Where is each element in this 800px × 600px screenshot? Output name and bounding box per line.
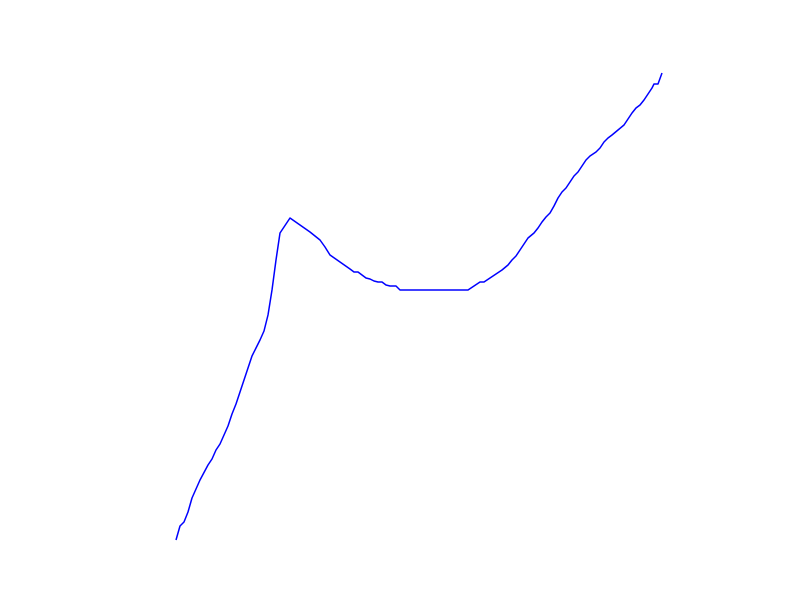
line <box>175 72 663 541</box>
